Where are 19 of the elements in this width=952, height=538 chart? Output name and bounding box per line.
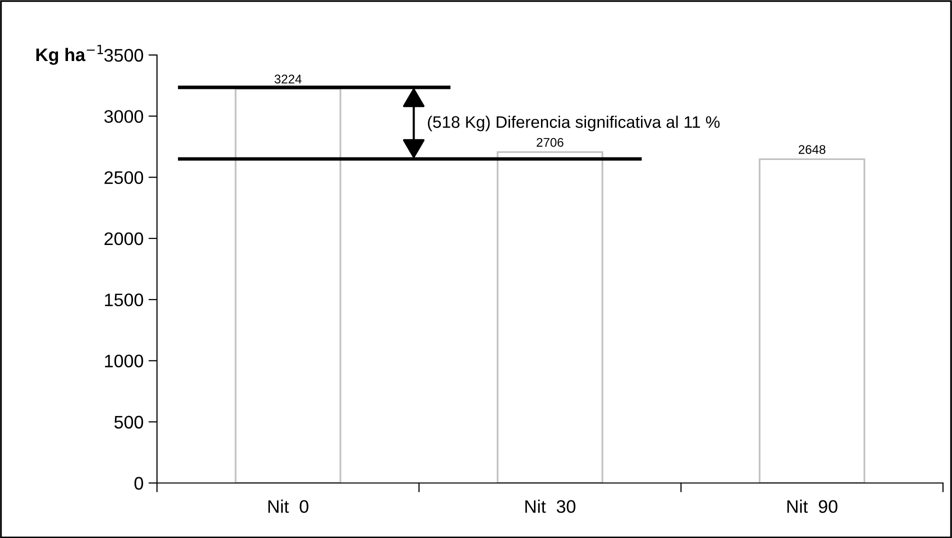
- y-tick-label: 1000: [105, 354, 144, 368]
- x-tick-label: Nit 0: [268, 500, 308, 513]
- y-tick-label: 500: [114, 416, 144, 429]
- annotation: (518 Kg) Diferencia significativa al 11 %: [428, 116, 720, 132]
- x-tick-label: Nit 90: [787, 500, 838, 513]
- y-tick-label: 2000: [104, 232, 144, 246]
- bar: [234, 88, 342, 483]
- bar: [758, 158, 866, 483]
- data-label: 3224: [274, 74, 302, 84]
- y-tick-label: 3000: [104, 110, 144, 123]
- y-tick-label: 1500: [105, 294, 144, 306]
- y-tick-label: 3500: [104, 48, 144, 62]
- y-tick-label: 2500: [104, 171, 144, 184]
- x-tick-label: Nit 30: [525, 500, 576, 513]
- y-axis-title: Kg ha$^{−1}$: [36, 44, 103, 65]
- bar: [496, 151, 604, 483]
- y-tick-label: 0: [134, 476, 144, 490]
- data-label: 2648: [798, 145, 826, 154]
- data-label: 2706: [536, 138, 564, 147]
